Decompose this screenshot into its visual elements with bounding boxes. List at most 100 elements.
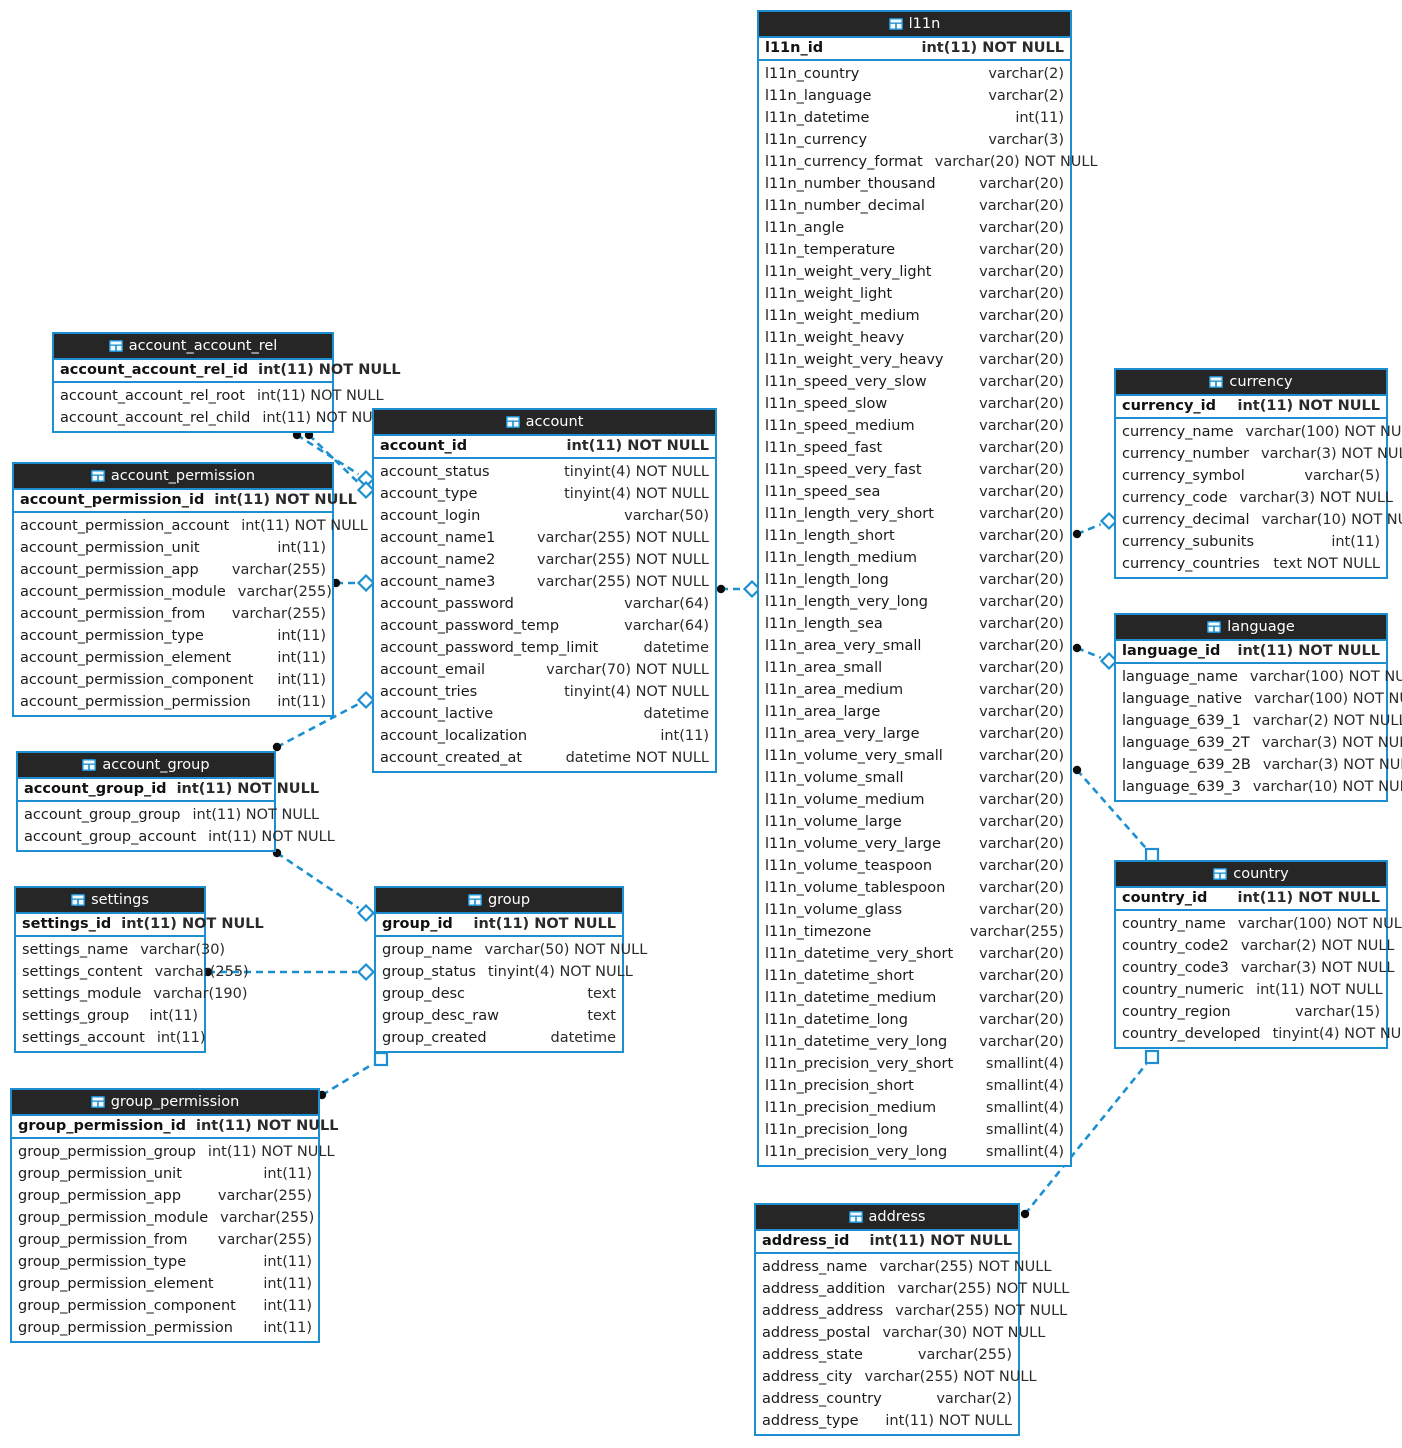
entity-address[interactable]: address address_id int(11) NOT NULL address… xyxy=(754,1203,1069,1436)
entity-header-account_account_rel[interactable]: account_account_rel xyxy=(54,334,332,360)
field-row[interactable]: settings_module varchar(190) xyxy=(16,983,248,1005)
field-row[interactable]: currency_number varchar(3) NOT NULL xyxy=(1116,443,1402,465)
field-row[interactable]: account_password_temp varchar(64) xyxy=(374,615,715,637)
field-row[interactable]: currency_decimal varchar(10) NOT NULL xyxy=(1116,509,1402,531)
field-row[interactable]: l11n_volume_teaspoon varchar(20) xyxy=(759,855,1070,877)
field-row[interactable]: account_status tinyint(4) NOT NULL xyxy=(374,461,715,483)
field-row[interactable]: l11n_speed_sea varchar(20) xyxy=(759,481,1070,503)
field-row[interactable]: currency_subunits int(11) xyxy=(1116,531,1386,553)
field-row[interactable]: group_desc text xyxy=(376,983,622,1005)
field-row[interactable]: l11n_volume_medium varchar(20) xyxy=(759,789,1070,811)
field-row[interactable]: l11n_length_long varchar(20) xyxy=(759,569,1070,591)
entity-group_permission[interactable]: group_permission group_permission_id int(1… xyxy=(10,1088,339,1343)
field-row[interactable]: account_permission_permission int(11) xyxy=(14,691,332,713)
field-row[interactable]: l11n_speed_slow varchar(20) xyxy=(759,393,1070,415)
field-row[interactable]: l11n_weight_very_heavy varchar(20) xyxy=(759,349,1070,371)
field-row[interactable]: l11n_area_very_small varchar(20) xyxy=(759,635,1070,657)
field-row[interactable]: country_developed tinyint(4) NOT NULL xyxy=(1116,1023,1402,1045)
field-row[interactable]: l11n_language varchar(2) xyxy=(759,85,1070,107)
field-row[interactable]: group_permission_from varchar(255) xyxy=(12,1229,318,1251)
entity-account_account_rel[interactable]: account_account_rel account_account_rel_i… xyxy=(52,332,401,433)
primary-key-row[interactable]: group_id int(11) NOT NULL xyxy=(376,914,622,937)
entity-header-group[interactable]: group xyxy=(376,888,622,914)
field-row[interactable]: l11n_volume_large varchar(20) xyxy=(759,811,1070,833)
entity-header-account_permission[interactable]: account_permission xyxy=(14,464,332,490)
field-row[interactable]: l11n_weight_medium varchar(20) xyxy=(759,305,1070,327)
field-row[interactable]: account_permission_element int(11) xyxy=(14,647,332,669)
field-row[interactable]: l11n_length_very_short varchar(20) xyxy=(759,503,1070,525)
field-row[interactable]: group_permission_group int(11) NOT NULL xyxy=(12,1141,335,1163)
field-row[interactable]: l11n_currency varchar(3) xyxy=(759,129,1070,151)
field-row[interactable]: l11n_datetime_short varchar(20) xyxy=(759,965,1070,987)
field-row[interactable]: l11n_timezone varchar(255) xyxy=(759,921,1070,943)
entity-header-address[interactable]: address xyxy=(756,1205,1018,1231)
primary-key-row[interactable]: language_id int(11) NOT NULL xyxy=(1116,641,1386,664)
field-row[interactable]: l11n_weight_light varchar(20) xyxy=(759,283,1070,305)
field-row[interactable]: language_639_2T varchar(3) NOT NULL xyxy=(1116,732,1402,754)
field-row[interactable]: settings_content varchar(255) xyxy=(16,961,249,983)
field-row[interactable]: language_639_3 varchar(10) NOT NULL xyxy=(1116,776,1402,798)
field-row[interactable]: group_name varchar(50) NOT NULL xyxy=(376,939,647,961)
field-row[interactable]: country_code3 varchar(3) NOT NULL xyxy=(1116,957,1395,979)
field-row[interactable]: l11n_precision_very_long smallint(4) xyxy=(759,1141,1070,1163)
field-row[interactable]: l11n_number_decimal varchar(20) xyxy=(759,195,1070,217)
field-row[interactable]: l11n_temperature varchar(20) xyxy=(759,239,1070,261)
field-row[interactable]: country_region varchar(15) xyxy=(1116,1001,1386,1023)
entity-header-l11n[interactable]: l11n xyxy=(759,12,1070,38)
entity-header-account[interactable]: account xyxy=(374,410,715,436)
field-row[interactable]: l11n_datetime_very_long varchar(20) xyxy=(759,1031,1070,1053)
field-row[interactable]: address_country varchar(2) xyxy=(756,1388,1018,1410)
field-row[interactable]: settings_name varchar(30) xyxy=(16,939,225,961)
field-row[interactable]: account_tries tinyint(4) NOT NULL xyxy=(374,681,715,703)
field-row[interactable]: l11n_volume_glass varchar(20) xyxy=(759,899,1070,921)
field-row[interactable]: l11n_volume_very_large varchar(20) xyxy=(759,833,1070,855)
primary-key-row[interactable]: l11n_id int(11) NOT NULL xyxy=(759,38,1070,61)
primary-key-row[interactable]: country_id int(11) NOT NULL xyxy=(1116,888,1386,911)
field-row[interactable]: group_permission_unit int(11) xyxy=(12,1163,318,1185)
field-row[interactable]: l11n_area_very_large varchar(20) xyxy=(759,723,1070,745)
field-row[interactable]: l11n_area_small varchar(20) xyxy=(759,657,1070,679)
field-row[interactable]: account_login varchar(50) xyxy=(374,505,715,527)
field-row[interactable]: address_addition varchar(255) NOT NULL xyxy=(756,1278,1069,1300)
field-row[interactable]: l11n_length_sea varchar(20) xyxy=(759,613,1070,635)
entity-header-account_group[interactable]: account_group xyxy=(18,753,274,779)
field-row[interactable]: country_code2 varchar(2) NOT NULL xyxy=(1116,935,1395,957)
primary-key-row[interactable]: account_permission_id int(11) NOT NULL xyxy=(14,490,357,513)
field-row[interactable]: group_permission_type int(11) xyxy=(12,1251,318,1273)
field-row[interactable]: l11n_speed_medium varchar(20) xyxy=(759,415,1070,437)
entity-header-settings[interactable]: settings xyxy=(16,888,204,914)
field-row[interactable]: l11n_speed_very_slow varchar(20) xyxy=(759,371,1070,393)
field-row[interactable]: account_permission_from varchar(255) xyxy=(14,603,332,625)
field-row[interactable]: l11n_volume_small varchar(20) xyxy=(759,767,1070,789)
field-row[interactable]: account_account_rel_child int(11) NOT NUL… xyxy=(54,407,389,429)
entity-header-language[interactable]: language xyxy=(1116,615,1386,641)
field-row[interactable]: l11n_datetime int(11) xyxy=(759,107,1070,129)
entity-header-country[interactable]: country xyxy=(1116,862,1386,888)
field-row[interactable]: settings_group int(11) xyxy=(16,1005,204,1027)
field-row[interactable]: l11n_length_medium varchar(20) xyxy=(759,547,1070,569)
field-row[interactable]: l11n_length_short varchar(20) xyxy=(759,525,1070,547)
field-row[interactable]: language_639_1 varchar(2) NOT NULL xyxy=(1116,710,1402,732)
entity-header-group_permission[interactable]: group_permission xyxy=(12,1090,318,1116)
field-row[interactable]: l11n_datetime_medium varchar(20) xyxy=(759,987,1070,1009)
field-row[interactable]: group_permission_component int(11) xyxy=(12,1295,318,1317)
field-row[interactable]: address_city varchar(255) NOT NULL xyxy=(756,1366,1037,1388)
entity-group[interactable]: group group_id int(11) NOT NULL group_name v… xyxy=(374,886,647,1053)
field-row[interactable]: account_permission_unit int(11) xyxy=(14,537,332,559)
field-row[interactable]: account_permission_component int(11) xyxy=(14,669,332,691)
field-row[interactable]: l11n_angle varchar(20) xyxy=(759,217,1070,239)
field-row[interactable]: account_created_at datetime NOT NULL xyxy=(374,747,715,769)
field-row[interactable]: account_group_group int(11) NOT NULL xyxy=(18,804,319,826)
field-row[interactable]: l11n_country varchar(2) xyxy=(759,63,1070,85)
primary-key-row[interactable]: address_id int(11) NOT NULL xyxy=(756,1231,1018,1254)
field-row[interactable]: account_name1 varchar(255) NOT NULL xyxy=(374,527,715,549)
field-row[interactable]: language_name varchar(100) NOT NULL xyxy=(1116,666,1402,688)
field-row[interactable]: l11n_precision_short smallint(4) xyxy=(759,1075,1070,1097)
field-row[interactable]: l11n_speed_fast varchar(20) xyxy=(759,437,1070,459)
field-row[interactable]: account_name3 varchar(255) NOT NULL xyxy=(374,571,715,593)
field-row[interactable]: l11n_length_very_long varchar(20) xyxy=(759,591,1070,613)
field-row[interactable]: address_type int(11) NOT NULL xyxy=(756,1410,1018,1432)
primary-key-row[interactable]: account_account_rel_id int(11) NOT NULL xyxy=(54,360,401,383)
field-row[interactable]: group_permission_app varchar(255) xyxy=(12,1185,318,1207)
primary-key-row[interactable]: currency_id int(11) NOT NULL xyxy=(1116,396,1386,419)
